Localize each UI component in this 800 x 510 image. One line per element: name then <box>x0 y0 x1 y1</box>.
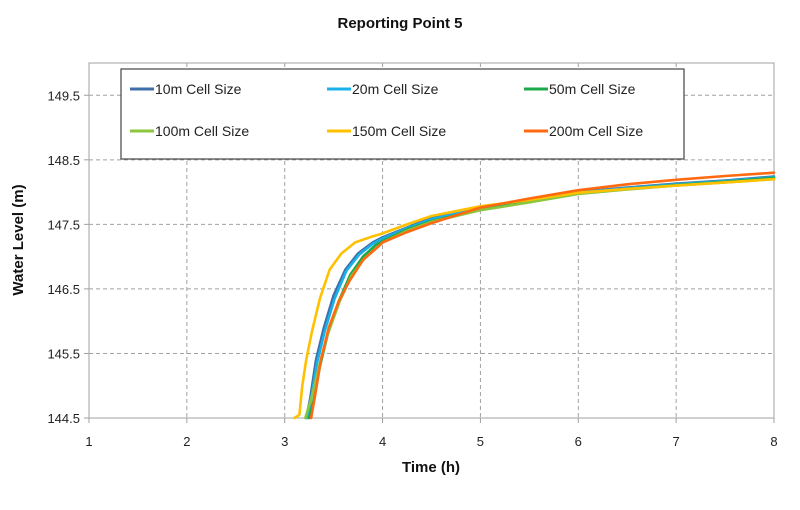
x-tick-label: 2 <box>183 434 190 449</box>
x-tick-label: 7 <box>673 434 680 449</box>
plot-area-border <box>88 62 775 419</box>
legend-label: 20m Cell Size <box>352 81 439 97</box>
y-tick-label: 144.5 <box>47 411 80 426</box>
series-line-100m-cell-size <box>303 177 776 420</box>
axis-ticks: 1 2 3 4 5 6 7 8 144.5 145.5 146.5 147.5 148.5 149.5 <box>47 88 777 449</box>
series-line-150m-cell-size <box>293 177 776 420</box>
legend-item: 20m Cell Size <box>327 81 439 97</box>
legend-item: 10m Cell Size <box>130 81 242 97</box>
series-line-200m-cell-size <box>309 171 776 420</box>
y-tick-label: 146.5 <box>47 282 80 297</box>
series-line-20m-cell-size <box>305 175 776 420</box>
y-tick-label: 147.5 <box>47 217 80 232</box>
y-tick-label: 149.5 <box>47 88 80 103</box>
x-axis-label: Time (h) <box>402 459 460 476</box>
x-tick-label: 1 <box>85 434 92 449</box>
legend-label: 10m Cell Size <box>155 81 242 97</box>
y-tick-label: 148.5 <box>47 153 80 168</box>
legend-items: 10m Cell Size 20m Cell Size 50m Cell Size 1… <box>130 81 643 139</box>
series-line-50m-cell-size <box>307 176 776 420</box>
x-tick-label: 8 <box>770 434 777 449</box>
legend-item: 50m Cell Size <box>524 81 636 97</box>
legend-item: 150m Cell Size <box>327 123 446 139</box>
legend-label: 200m Cell Size <box>549 123 643 139</box>
legend-label: 50m Cell Size <box>549 81 636 97</box>
legend-item: 100m Cell Size <box>130 123 249 139</box>
series-lines <box>293 171 776 420</box>
legend-label: 150m Cell Size <box>352 123 446 139</box>
legend-item: 200m Cell Size <box>524 123 643 139</box>
legend: 10m Cell Size 20m Cell Size 50m Cell Size 1… <box>120 68 685 160</box>
y-tick-label: 145.5 <box>47 346 80 361</box>
legend-label: 100m Cell Size <box>155 123 249 139</box>
series-line-10m-cell-size <box>304 175 776 420</box>
y-axis-label: Water Level (m) <box>10 184 27 295</box>
legend-box <box>120 68 685 160</box>
x-tick-label: 5 <box>477 434 484 449</box>
chart-title: Reporting Point 5 <box>338 15 463 32</box>
x-tick-label: 4 <box>379 434 386 449</box>
x-tick-label: 3 <box>281 434 288 449</box>
x-tick-label: 6 <box>575 434 582 449</box>
